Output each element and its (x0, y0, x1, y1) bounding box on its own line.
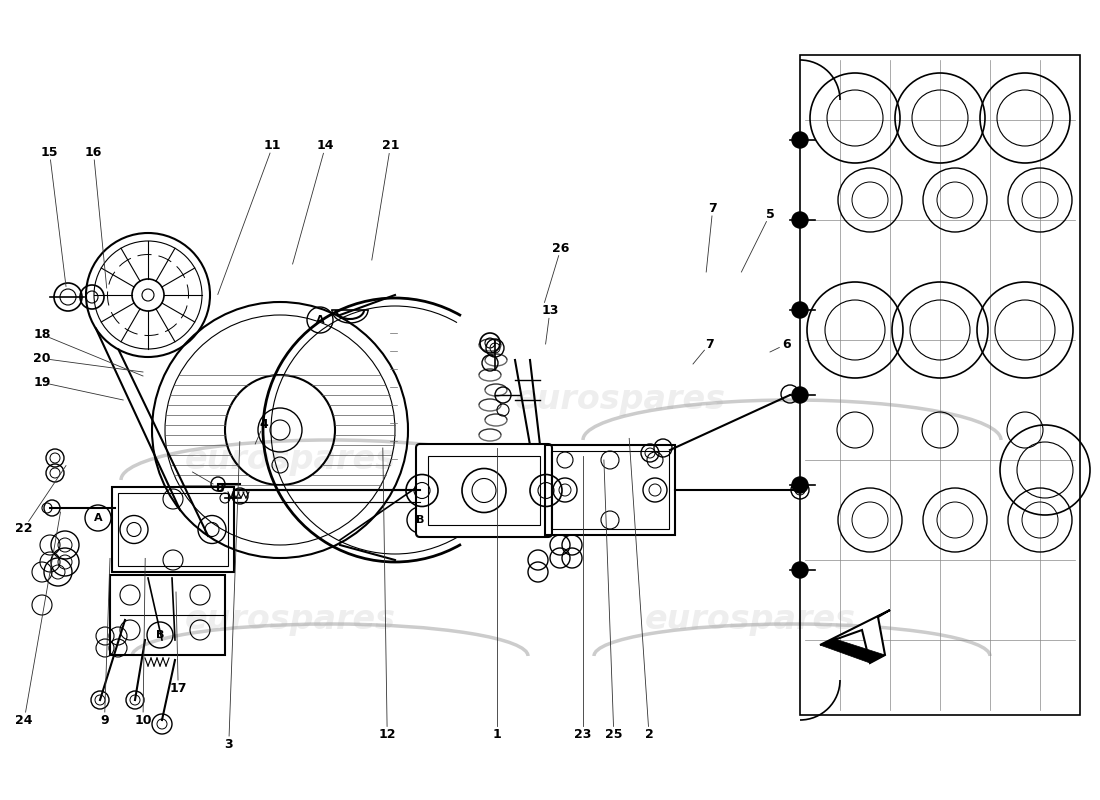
Bar (110, 575, 226, 655)
Text: 16: 16 (85, 146, 102, 158)
Text: 18: 18 (33, 328, 51, 341)
Text: 2: 2 (645, 728, 653, 741)
Circle shape (792, 387, 808, 403)
Circle shape (792, 477, 808, 493)
Text: 12: 12 (378, 728, 396, 741)
Text: A: A (94, 513, 102, 523)
Text: 6: 6 (782, 338, 791, 350)
Polygon shape (820, 639, 886, 663)
Text: 13: 13 (541, 304, 559, 317)
Text: eurospares: eurospares (185, 443, 396, 477)
FancyBboxPatch shape (416, 444, 552, 537)
Text: 14: 14 (317, 139, 334, 152)
Text: eurospares: eurospares (515, 383, 726, 417)
Text: eurospares: eurospares (185, 603, 396, 637)
Text: 26: 26 (552, 242, 570, 254)
Text: 10: 10 (134, 714, 152, 726)
Text: 22: 22 (15, 522, 33, 534)
Text: eurospares: eurospares (645, 603, 856, 637)
Text: 24: 24 (15, 714, 33, 726)
Text: 23: 23 (574, 728, 592, 741)
Bar (551, 451, 669, 529)
Bar (428, 456, 540, 525)
Text: 11: 11 (264, 139, 282, 152)
Text: 4: 4 (260, 418, 268, 430)
Text: 5: 5 (766, 208, 774, 221)
Bar (544, 445, 675, 535)
Bar (800, 55, 1080, 715)
Text: 7: 7 (708, 202, 717, 214)
Text: 20: 20 (33, 352, 51, 365)
Text: 21: 21 (382, 139, 399, 152)
Text: 8: 8 (216, 482, 224, 494)
Polygon shape (820, 610, 890, 663)
Circle shape (792, 302, 808, 318)
Circle shape (792, 562, 808, 578)
Bar (112, 487, 234, 572)
Text: B: B (156, 630, 164, 640)
Text: 25: 25 (605, 728, 623, 741)
Text: 3: 3 (224, 738, 233, 750)
Text: 7: 7 (705, 338, 714, 350)
Circle shape (792, 132, 808, 148)
Text: 1: 1 (493, 728, 502, 741)
Text: A: A (316, 315, 324, 325)
Text: 19: 19 (33, 376, 51, 389)
Text: 9: 9 (100, 714, 109, 726)
Text: B: B (416, 515, 425, 525)
Text: 17: 17 (169, 682, 187, 694)
Text: 15: 15 (41, 146, 58, 158)
Bar (118, 493, 228, 566)
Circle shape (792, 212, 808, 228)
